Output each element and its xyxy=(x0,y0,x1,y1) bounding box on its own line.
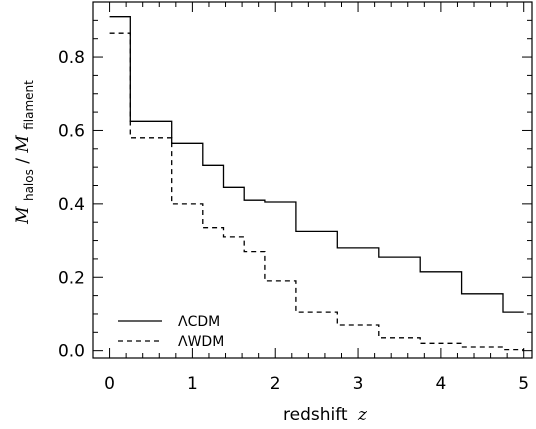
y-axis-label-main-1: M xyxy=(13,206,33,225)
y-axis-label: M halos / M filament xyxy=(13,80,38,225)
tick-labels: 0 1 2 3 4 5 0.0 0.2 0.4 0.6 0.8 xyxy=(58,48,529,394)
y-tick-label: 0.2 xyxy=(58,268,85,288)
x-axis-label-text: redshift xyxy=(283,405,348,425)
x-tick-label: 5 xyxy=(518,374,529,394)
y-axis-label-main-2: M xyxy=(13,135,33,154)
x-axis-label: redshift z xyxy=(283,405,368,425)
x-tick-label: 3 xyxy=(353,374,364,394)
y-tick-label: 0.8 xyxy=(58,48,85,68)
x-tick-label: 0 xyxy=(104,374,115,394)
plot-frame xyxy=(92,1,533,359)
series-line-lwdm xyxy=(109,32,524,351)
series-lines xyxy=(109,16,524,351)
y-tick-label: 0.4 xyxy=(58,195,85,215)
axis-ticks xyxy=(92,2,532,358)
x-tick-label: 2 xyxy=(270,374,281,394)
y-axis-label-slash: / xyxy=(13,158,33,164)
y-tick-label: 0.6 xyxy=(58,121,85,141)
y-tick-label: 0.0 xyxy=(58,342,85,362)
series-line-lcdm xyxy=(109,16,524,313)
y-axis-label-sub-1: halos xyxy=(22,169,36,201)
legend-label-lcdm: ΛCDM xyxy=(178,314,220,330)
y-axis-label-sub-2: filament xyxy=(22,80,36,130)
x-axis-label-variable: z xyxy=(357,405,368,425)
legend: ΛCDM ΛWDM xyxy=(118,314,224,350)
x-tick-label: 4 xyxy=(435,374,446,394)
legend-label-lwdm: ΛWDM xyxy=(178,334,224,350)
x-tick-label: 1 xyxy=(187,374,198,394)
